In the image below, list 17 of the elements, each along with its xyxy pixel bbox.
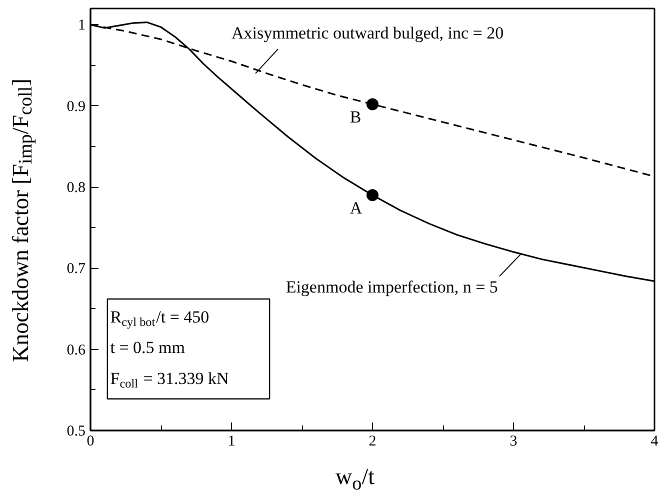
y-tick-label: 0.9: [66, 98, 86, 115]
y-tick-label: 0.6: [66, 342, 86, 358]
annotation: Axisymmetric outward bulged, inc = 20: [232, 23, 504, 42]
annotation: t = 0.5 mm: [110, 338, 186, 358]
y-tick-label: 0.7: [66, 261, 86, 278]
x-tick-label: 0: [86, 434, 94, 450]
x-tick-label: 2: [368, 434, 376, 450]
annotation: Eigenmode imperfection, n = 5: [286, 277, 498, 296]
x-axis-title: w$_{o}$/t: [334, 463, 376, 494]
x-tick-label: 1: [228, 434, 236, 450]
y-tick-label: 0.8: [66, 180, 86, 196]
x-tick-label: 4: [650, 434, 659, 450]
y-tick-label: 1: [78, 18, 86, 34]
annotation: A: [350, 198, 363, 218]
annotation: B: [350, 108, 362, 127]
x-tick-label: 3: [510, 434, 518, 450]
y-tick-label: 0.5: [66, 424, 86, 440]
